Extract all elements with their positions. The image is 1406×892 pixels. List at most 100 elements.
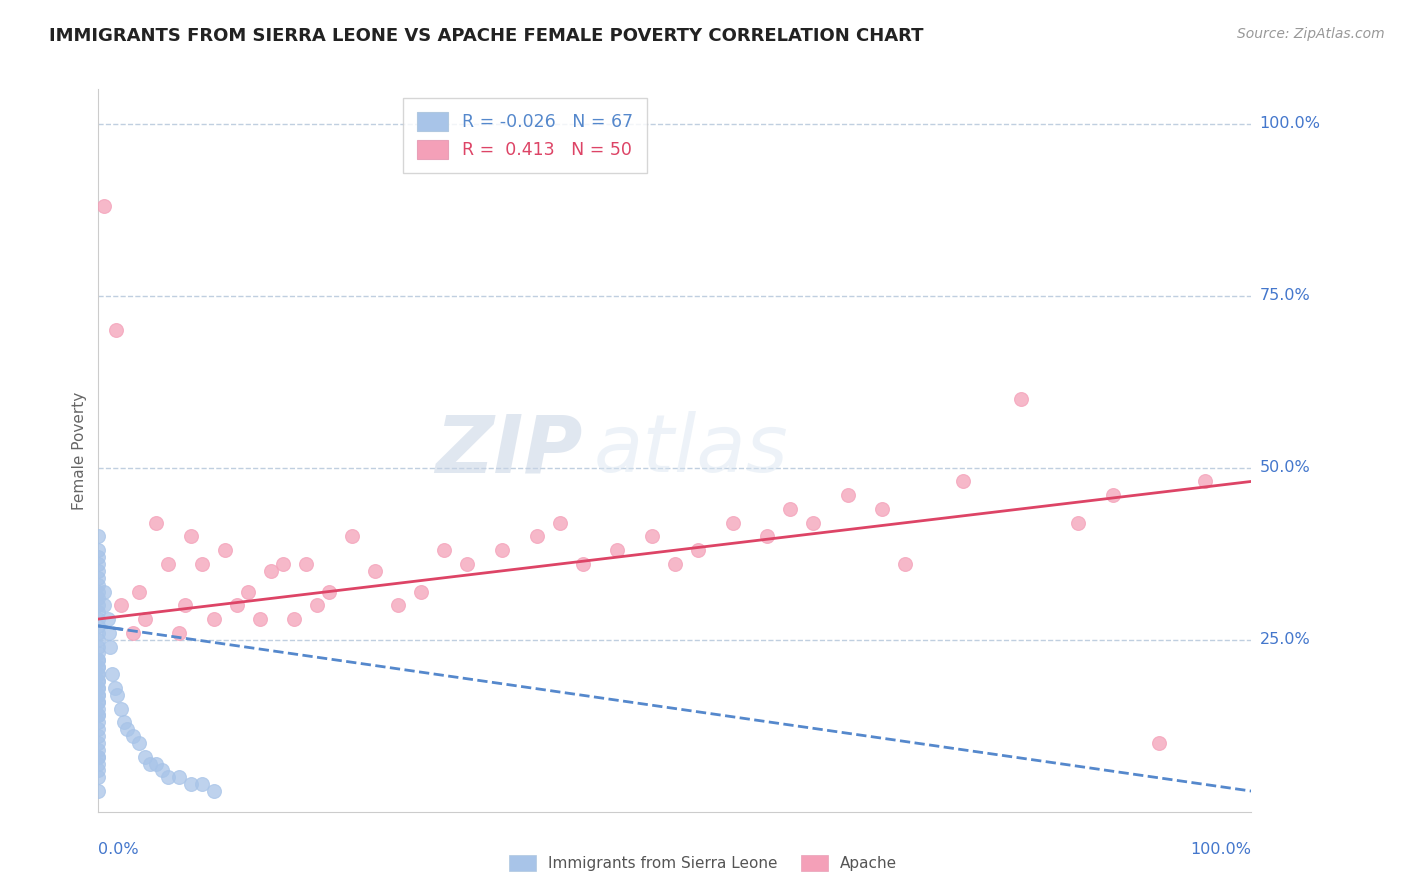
Legend: Immigrants from Sierra Leone, Apache: Immigrants from Sierra Leone, Apache [502, 849, 904, 877]
Point [225, 599, 247, 613]
Point [93, 584, 115, 599]
Point [87, 529, 110, 543]
Point [87, 640, 110, 654]
Point [87, 695, 110, 709]
Point [87, 756, 110, 771]
Point [87, 722, 110, 736]
Point [548, 516, 571, 530]
Point [134, 749, 156, 764]
Point [756, 529, 779, 543]
Point [105, 688, 128, 702]
Point [283, 612, 305, 626]
Point [1102, 488, 1125, 502]
Point [202, 784, 225, 798]
Point [87, 591, 110, 606]
Text: 100.0%: 100.0% [1260, 116, 1320, 131]
Point [202, 612, 225, 626]
Point [117, 722, 139, 736]
Point [721, 516, 744, 530]
Point [156, 770, 179, 784]
Point [87, 653, 110, 667]
Point [87, 701, 110, 715]
Point [93, 599, 115, 613]
Point [134, 612, 156, 626]
Point [686, 543, 709, 558]
Point [87, 770, 110, 784]
Point [103, 681, 125, 695]
Point [87, 660, 110, 674]
Point [112, 715, 135, 730]
Point [87, 557, 110, 571]
Point [128, 584, 150, 599]
Point [156, 557, 179, 571]
Point [110, 599, 132, 613]
Point [87, 688, 110, 702]
Point [87, 688, 110, 702]
Point [180, 529, 202, 543]
Point [387, 599, 409, 613]
Point [167, 625, 190, 640]
Point [87, 577, 110, 591]
Point [87, 749, 110, 764]
Point [110, 701, 132, 715]
Point [364, 564, 387, 578]
Point [340, 529, 363, 543]
Point [191, 777, 214, 791]
Point [249, 612, 271, 626]
Point [872, 502, 894, 516]
Point [606, 543, 628, 558]
Point [87, 647, 110, 661]
Text: ZIP: ZIP [436, 411, 582, 490]
Point [87, 715, 110, 730]
Point [122, 625, 145, 640]
Point [456, 557, 478, 571]
Point [87, 708, 110, 723]
Point [104, 323, 127, 337]
Point [97, 625, 120, 640]
Point [307, 599, 329, 613]
Point [87, 784, 110, 798]
Point [1194, 475, 1216, 489]
Point [122, 729, 145, 743]
Point [87, 673, 110, 688]
Point [1010, 392, 1032, 406]
Y-axis label: Female Poverty: Female Poverty [72, 392, 87, 509]
Point [87, 749, 110, 764]
Point [98, 640, 121, 654]
Point [295, 557, 318, 571]
Point [139, 756, 162, 771]
Point [87, 667, 110, 681]
Point [433, 543, 456, 558]
Point [779, 502, 801, 516]
Point [526, 529, 548, 543]
Point [87, 584, 110, 599]
Point [145, 756, 167, 771]
Point [837, 488, 859, 502]
Point [87, 550, 110, 565]
Point [93, 199, 115, 213]
Point [87, 673, 110, 688]
Point [87, 736, 110, 750]
Point [214, 543, 236, 558]
Text: 100.0%: 100.0% [1191, 842, 1251, 857]
Point [87, 599, 110, 613]
Point [87, 660, 110, 674]
Text: 75.0%: 75.0% [1260, 288, 1310, 303]
Legend: R = -0.026   N = 67, R =  0.413   N = 50: R = -0.026 N = 67, R = 0.413 N = 50 [404, 98, 647, 173]
Point [191, 557, 214, 571]
Point [801, 516, 824, 530]
Point [87, 653, 110, 667]
Point [318, 584, 340, 599]
Point [87, 708, 110, 723]
Point [952, 475, 974, 489]
Point [87, 764, 110, 778]
Point [571, 557, 593, 571]
Point [894, 557, 917, 571]
Point [1147, 736, 1170, 750]
Point [101, 667, 124, 681]
Point [87, 729, 110, 743]
Point [167, 770, 190, 784]
Point [87, 681, 110, 695]
Point [97, 612, 120, 626]
Point [87, 605, 110, 619]
